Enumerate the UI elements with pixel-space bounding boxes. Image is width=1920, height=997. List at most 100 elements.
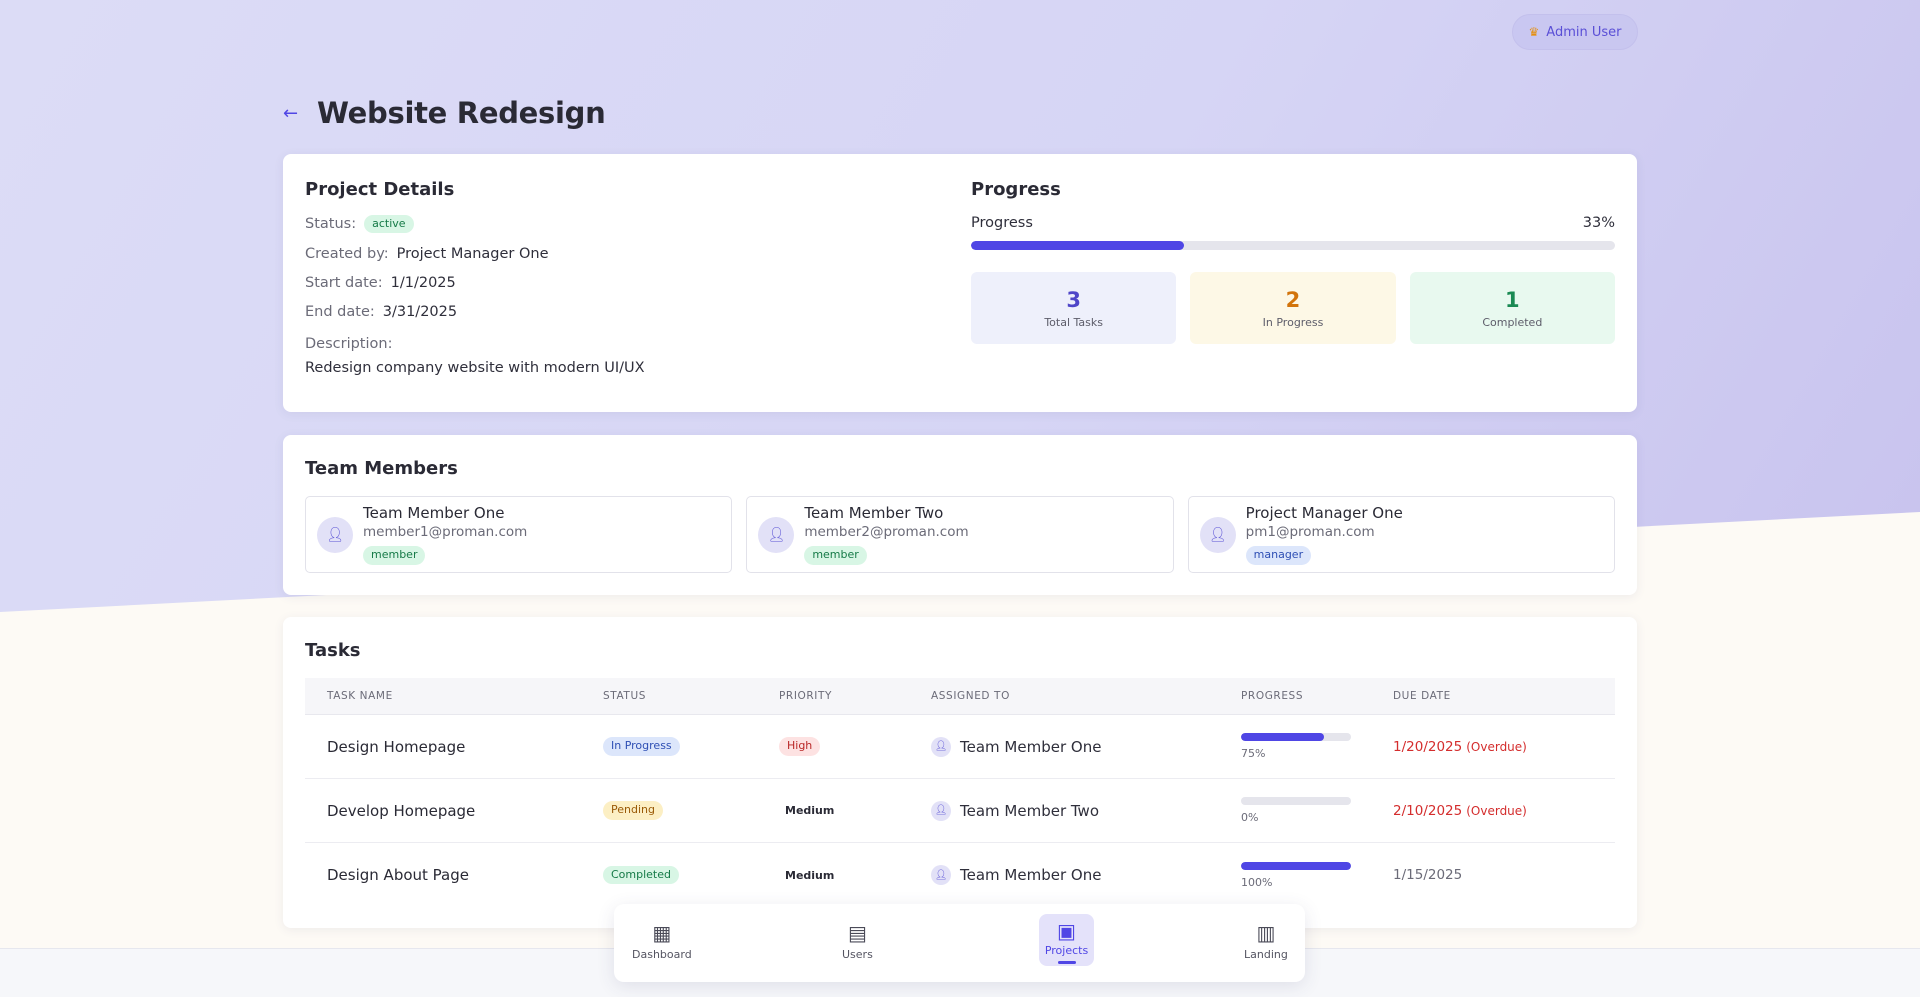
stat-caption: In Progress <box>1262 315 1324 329</box>
task-stats: 3 Total Tasks 2 In Progress 1 Completed <box>971 272 1615 344</box>
stat-number: 2 <box>1285 287 1301 312</box>
project-details-section: Project Details Status: active Created b… <box>305 179 645 376</box>
tasks-table: TASK NAME STATUS PRIORITY ASSIGNED TO PR… <box>305 678 1615 907</box>
task-name[interactable]: Develop Homepage <box>327 801 476 820</box>
task-progress-text: 75% <box>1241 747 1266 760</box>
member-email: pm1@proman.com <box>1245 524 1375 541</box>
page-header: ← Website Redesign <box>283 96 606 130</box>
column-header: STATUS <box>603 690 646 702</box>
project-details-title: Project Details <box>305 179 455 200</box>
dashboard-icon: ▦ <box>652 921 672 945</box>
nav-label: Users <box>842 948 873 961</box>
start-date-row: Start date: 1/1/2025 <box>305 275 645 291</box>
due-date: 2/10/2025 (Overdue) <box>1393 803 1527 819</box>
task-progress-fill <box>1241 733 1324 741</box>
active-indicator <box>1057 961 1076 964</box>
progress-row: Progress 33% <box>971 215 1615 231</box>
nav-item-projects[interactable]: ▣ Projects <box>1039 914 1094 966</box>
task-status-badge: Completed <box>603 865 679 885</box>
task-progress-text: 100% <box>1241 875 1273 889</box>
project-details-card: Project Details Status: active Created b… <box>283 154 1637 412</box>
overdue-label: (Overdue) <box>1466 739 1527 754</box>
created-by-row: Created by: Project Manager One <box>305 246 645 262</box>
member-email: member2@proman.com <box>804 524 969 541</box>
stat-completed: 1 Completed <box>1409 272 1615 344</box>
team-members-title: Team Members <box>305 458 458 479</box>
overdue-label: (Overdue) <box>1466 803 1527 818</box>
team-members-card: Team Members 👤︎ Team Member One member1@… <box>283 435 1637 595</box>
due-date: 1/15/2025 <box>1393 867 1463 883</box>
tasks-title: Tasks <box>305 640 361 661</box>
table-row[interactable]: Design About Page Completed Medium 👤︎ Tea… <box>305 843 1615 907</box>
stat-total-tasks: 3 Total Tasks <box>971 272 1177 344</box>
assignee-name: Team Member One <box>960 737 1102 756</box>
member-card[interactable]: 👤︎ Team Member Two member2@proman.com me… <box>746 496 1174 573</box>
nav-label: Projects <box>1044 944 1089 957</box>
nav-item-dashboard[interactable]: ▦ Dashboard <box>632 922 692 961</box>
task-priority-badge: Medium <box>785 804 835 817</box>
stat-number: 3 <box>1066 287 1081 312</box>
start-date-label: Start date: <box>305 275 383 292</box>
task-name[interactable]: Design About Page <box>327 866 469 884</box>
user-avatar-icon: 👤︎ <box>931 736 951 757</box>
table-row[interactable]: Design Homepage In Progress High 👤︎ Team … <box>305 715 1615 779</box>
member-name: Project Manager One <box>1245 504 1403 523</box>
due-date-value: 1/20/2025 <box>1393 738 1463 755</box>
status-label: Status: <box>305 216 357 233</box>
table-row[interactable]: Develop Homepage Pending Medium 👤︎ Team M… <box>305 779 1615 843</box>
stat-in-progress: 2 In Progress <box>1190 272 1396 344</box>
created-by-label: Created by: <box>305 246 389 263</box>
member-card[interactable]: 👤︎ Project Manager One pm1@proman.com ma… <box>1187 496 1615 573</box>
user-avatar-icon: 👤︎ <box>931 800 951 821</box>
progress-bar <box>971 241 1615 250</box>
status-row: Status: active <box>305 215 645 234</box>
created-by-value: Project Manager One <box>396 246 549 263</box>
member-card[interactable]: 👤︎ Team Member One member1@proman.com me… <box>305 496 733 573</box>
assignee-name: Team Member Two <box>960 801 1100 820</box>
user-avatar-icon: 👤︎ <box>931 865 951 885</box>
task-progress: 0% <box>1241 779 1351 842</box>
task-progress: 75% <box>1241 715 1351 778</box>
start-date-value: 1/1/2025 <box>390 275 456 292</box>
task-progress: 100% <box>1241 843 1351 907</box>
column-header: PRIORITY <box>779 690 833 702</box>
stat-caption: Total Tasks <box>1044 315 1103 329</box>
column-header: DUE DATE <box>1393 690 1451 702</box>
column-header: TASK NAME <box>327 690 393 702</box>
member-role-badge: member <box>363 546 426 565</box>
team-members-list: 👤︎ Team Member One member1@proman.com me… <box>305 496 1615 573</box>
task-priority-badge: Medium <box>785 868 835 882</box>
column-header: ASSIGNED TO <box>931 690 1010 702</box>
assignee-name: Team Member One <box>960 866 1102 884</box>
progress-label: Progress <box>971 215 1033 231</box>
task-progress-text: 0% <box>1241 811 1259 824</box>
task-name[interactable]: Design Homepage <box>327 737 466 756</box>
end-date-label: End date: <box>305 304 375 321</box>
task-progress-bar <box>1241 733 1351 741</box>
admin-user-label: Admin User <box>1546 24 1622 40</box>
end-date-row: End date: 3/31/2025 <box>305 304 645 320</box>
nav-item-landing[interactable]: ▥ Landing <box>1244 922 1288 961</box>
nav-label: Dashboard <box>632 948 692 961</box>
task-progress-fill <box>1241 861 1351 870</box>
nav-item-users[interactable]: ▤ Users <box>842 922 873 961</box>
progress-bar-fill <box>971 241 1184 250</box>
nav-label: Landing <box>1244 948 1288 961</box>
member-role-badge: member <box>804 546 867 565</box>
crown-icon: ♛ <box>1528 25 1540 39</box>
stat-number: 1 <box>1505 287 1520 312</box>
due-date: 1/20/2025 (Overdue) <box>1393 739 1527 755</box>
member-name: Team Member One <box>363 504 505 523</box>
user-avatar-icon: 👤︎ <box>1199 516 1236 553</box>
member-email: member1@proman.com <box>363 524 528 541</box>
bottom-navigation: ▦ Dashboard ▤ Users ▣ Projects ▥ Landing <box>614 904 1305 982</box>
column-header: PROGRESS <box>1241 690 1304 702</box>
user-avatar-icon: 👤︎ <box>758 516 795 553</box>
landing-icon: ▥ <box>1256 921 1276 945</box>
admin-user-button[interactable]: ♛ Admin User <box>1512 14 1638 50</box>
assignee: 👤︎ Team Member One <box>931 736 1102 757</box>
stat-caption: Completed <box>1482 315 1543 329</box>
description-label: Description: <box>305 336 393 353</box>
description-value: Redesign company website with modern UI/… <box>305 360 645 377</box>
back-arrow-icon[interactable]: ← <box>283 102 299 124</box>
